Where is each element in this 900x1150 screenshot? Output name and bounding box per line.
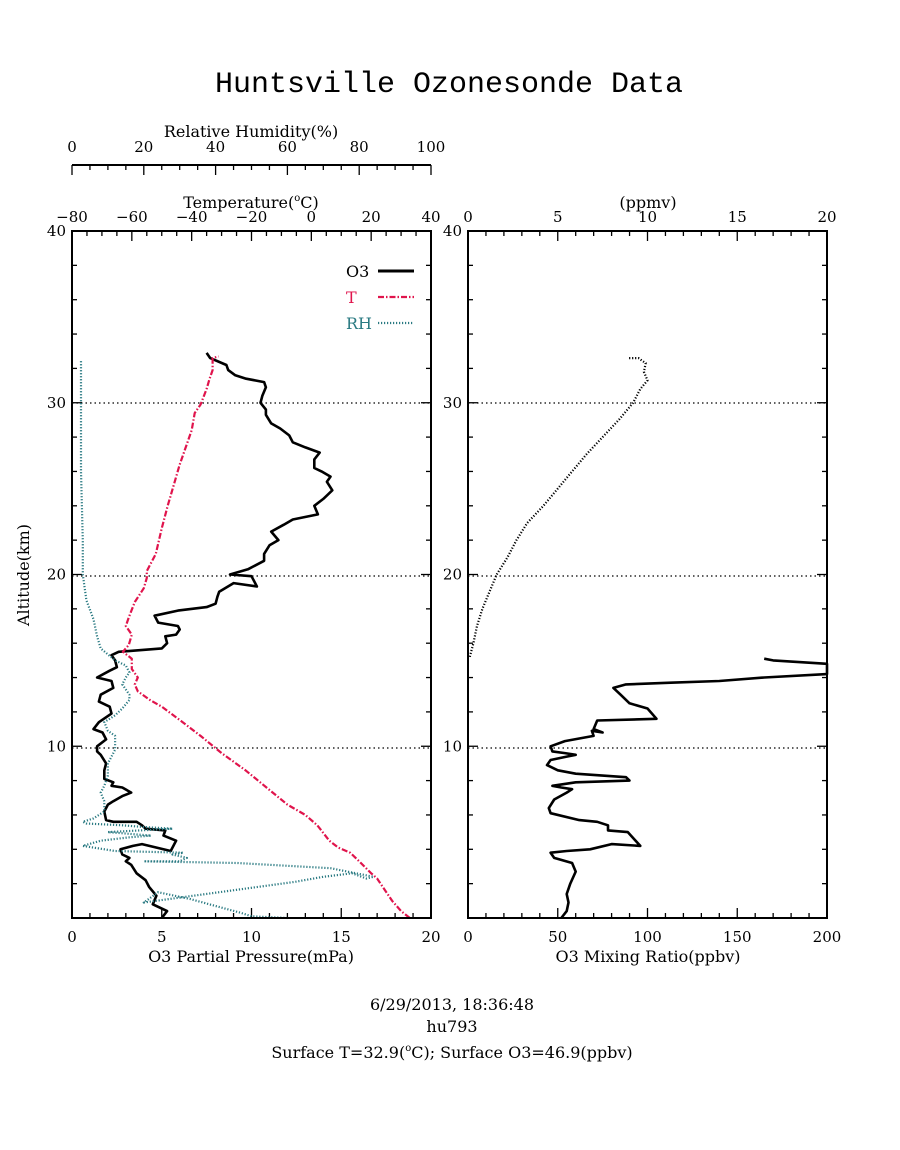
- temperature-tick-label: 20: [362, 208, 381, 226]
- ppmv-axis-label: (ppmv): [619, 193, 676, 212]
- legend-label-t: T: [346, 288, 357, 307]
- o3-pressure-tick-label: 10: [242, 928, 261, 946]
- footer-degree-symbol: o: [405, 1043, 411, 1054]
- temperature-tick-label: −40: [176, 208, 208, 226]
- temperature-label-text: Temperature(: [183, 193, 294, 212]
- altitude-tick-label: 20: [47, 566, 66, 584]
- mixing-ratio-tick-label: 0: [463, 928, 473, 946]
- footer-surface-values: Surface T=32.9(oC); Surface O3=46.9(ppbv…: [271, 1043, 632, 1062]
- ppmv-tick-label: 15: [728, 208, 747, 226]
- mixing-ratio-tick-label: 200: [813, 928, 842, 946]
- mixing-ratio-tick-label: 50: [548, 928, 567, 946]
- footer-date: 6/29/2013, 18:36:48: [370, 995, 534, 1014]
- left-panel-ticks: 10 20 30 40 0 5 10 15 20 −80 −60 −40 −20 0 20 40: [47, 208, 441, 946]
- footer-surface-suffix: C); Surface O3=46.9(ppbv): [411, 1043, 632, 1062]
- legend-label-o3: O3: [346, 262, 369, 281]
- temperature-tick-label: 40: [421, 208, 440, 226]
- chart-title: Huntsville Ozonesonde Data: [215, 68, 683, 102]
- o3-pressure-tick-label: 5: [157, 928, 167, 946]
- series-o3-line: [92, 352, 334, 919]
- temperature-tick-label: 0: [307, 208, 317, 226]
- altitude-tick-label: 30: [47, 394, 66, 412]
- altitude-axis-label: Altitude(km): [14, 524, 33, 627]
- o3-pressure-tick-label: 20: [421, 928, 440, 946]
- ppmv-tick-label: 10: [638, 208, 657, 226]
- rh-tick-label: 60: [278, 138, 297, 156]
- rh-tick-label: 20: [134, 138, 153, 156]
- rh-tick-label: 100: [417, 138, 446, 156]
- mixing-ratio-tick-label: 150: [723, 928, 752, 946]
- altitude-tick-label: 10: [47, 737, 66, 755]
- series-mixing-ratio-ppmv-line: [468, 357, 649, 658]
- temperature-axis-label: Temperature(oC): [183, 193, 319, 212]
- ppmv-tick-label: 20: [817, 208, 836, 226]
- o3-partial-pressure-axis-label: O3 Partial Pressure(mPa): [148, 947, 354, 966]
- left-panel: 10 20 30 40 0 5 10 15 20 −80 −60 −40 −20 0 20 40: [47, 208, 441, 946]
- altitude-tick-label: 40: [47, 222, 66, 240]
- altitude-tick-label-right: 20: [443, 566, 462, 584]
- series-rh-line: [79, 359, 375, 920]
- right-plot-frame: [467, 230, 828, 919]
- temperature-tick-label: −80: [56, 208, 88, 226]
- rh-tick-label: 0: [67, 138, 77, 156]
- temperature-label-unit: C): [300, 193, 318, 212]
- altitude-tick-label-right: 40: [443, 222, 462, 240]
- legend: O3 T RH: [346, 262, 414, 333]
- ppmv-tick-label: 5: [553, 208, 563, 226]
- ppmv-tick-label: 0: [463, 208, 473, 226]
- right-panel-series: [468, 357, 829, 919]
- footer-surface-prefix: Surface T=32.9(: [271, 1043, 405, 1062]
- temperature-tick-label: −60: [116, 208, 148, 226]
- mixing-ratio-tick-label: 100: [633, 928, 662, 946]
- altitude-tick-label-right: 30: [443, 394, 462, 412]
- o3-pressure-tick-label: 15: [332, 928, 351, 946]
- altitude-tick-label-right: 10: [443, 737, 462, 755]
- o3-mixing-ratio-axis-label: O3 Mixing Ratio(ppbv): [555, 947, 740, 966]
- rh-axis-ticks: 0 20 40 60 80 100: [67, 138, 445, 175]
- rh-tick-label: 80: [350, 138, 369, 156]
- degree-symbol: o: [294, 193, 300, 204]
- rh-axis-label: Relative Humidity(%): [164, 122, 338, 141]
- legend-label-rh: RH: [346, 314, 372, 333]
- footer-station: hu793: [426, 1017, 477, 1036]
- rh-tick-label: 40: [206, 138, 225, 156]
- temperature-tick-label: −20: [236, 208, 268, 226]
- left-panel-series: [79, 352, 411, 920]
- series-t-line: [121, 355, 411, 919]
- series-mixing-ratio-ppbv-line: [545, 657, 829, 919]
- left-plot-frame: [71, 230, 432, 919]
- o3-pressure-tick-label: 0: [67, 928, 77, 946]
